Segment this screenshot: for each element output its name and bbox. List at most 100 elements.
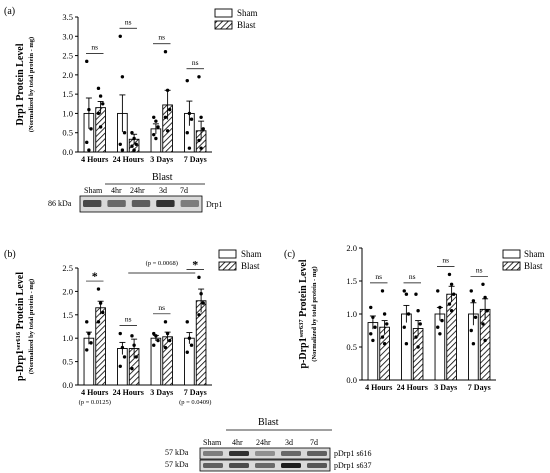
blot-lane-label: 24hr [256,438,271,447]
data-point [96,86,101,91]
data-point [98,125,103,129]
blot-band [180,200,199,207]
y-tick-label: 1.0 [346,309,357,319]
blot-band [83,200,102,207]
chart-panel-a: 0.0 0.5 1.0 1.5 2.0 2.5 3.0 3.5 Drp1 Protein Lev… [15,12,212,164]
data-point [449,309,454,313]
data-point [369,305,373,310]
legend-blast-label: Blast [237,20,256,30]
y-tick-label: 1.0 [62,333,73,343]
bar-blast [162,336,173,386]
blot-lane-label: 3d [159,186,167,195]
y-axis-sublabel: (Normalized by total protein - mg) [311,266,318,361]
significance-label: ns [158,303,165,312]
data-point [163,115,168,119]
legend-panel-c: Sham Blast [502,249,545,271]
data-point [120,345,125,350]
data-point [154,136,158,141]
data-point [154,119,158,123]
legend-sham-swatch [218,249,237,259]
bar-sham [434,313,446,381]
blot-band-label: Drp1 [206,200,222,209]
blot-band [281,463,301,468]
data-point [132,343,136,347]
data-point [187,111,192,116]
data-point [416,309,420,313]
x-tick-label: 4 Hours [81,388,108,397]
data-point [380,335,385,339]
data-point [98,94,103,98]
y-tick-label: 1.5 [62,89,73,99]
y-axis-label: p-Drp1ser616 Protein Level [15,272,27,381]
data-point [152,331,156,336]
data-point [471,342,476,346]
y-axis-label: Drp1 Protein Level [15,43,26,125]
comparison-bracket-label: (p = 0.0068) [146,260,178,267]
data-point [96,111,101,116]
data-point [402,289,406,293]
legend-panel-a: Sham Blast [214,8,258,30]
data-point [440,318,444,323]
data-point [483,295,487,300]
blot-group-label: Blast [152,172,173,183]
data-point [122,355,127,359]
y-tick-label: 0.5 [62,128,73,138]
data-point [404,292,409,296]
data-point [199,115,203,119]
blot-lane-label: Sham [203,438,222,447]
data-point [187,146,192,150]
data-point [449,282,454,286]
blot-group-label: Blast [258,417,279,428]
significance-label: ns [409,272,416,281]
y-tick-label: 2.0 [62,70,73,80]
chart-panel-c: 0.0 0.5 1.0 1.5 2.0 p-Drp1ser637 Protein Leve… [298,243,496,392]
data-point [89,341,93,345]
western-blot-pdrp1: Blast Sham 4hr 24hr 3d 7d 57 kDa 57 kDa … [165,417,372,472]
bar-blast [95,307,106,386]
data-point [130,144,134,148]
data-point [436,289,440,293]
data-point [483,338,487,343]
blot-band [307,451,327,456]
data-point [382,312,387,316]
data-point [185,78,189,83]
y-tick-label: 0.0 [62,147,73,157]
data-point [469,328,473,333]
blot-band [107,200,126,207]
p-value-label: (p = 0.0125) [79,399,111,406]
y-tick-label: 1.5 [62,310,73,320]
blot-band [203,463,223,468]
data-point [130,366,134,371]
data-point [134,355,138,359]
significance-label: ns [442,255,449,264]
data-point [189,117,194,121]
data-point [154,334,158,338]
data-point [404,342,409,346]
data-point [385,322,389,326]
y-axis-label: p-Drp1ser637 Protein Level [298,259,310,368]
significance-label: ns [192,58,199,67]
data-point [132,136,136,141]
data-point [471,299,476,303]
data-point [481,322,485,326]
blot-lane-label: 7d [310,438,318,447]
data-point [85,140,89,145]
panel-label-a: (a) [4,6,15,17]
y-tick-label: 2.5 [62,263,73,273]
significance-label: ns [375,272,382,281]
y-tick-label: 2.5 [62,51,73,61]
significance-label: * [192,257,198,271]
panel-label-b: (b) [4,249,16,260]
blot-kda-label: 86 kDa [48,199,72,208]
data-point [416,345,420,349]
data-point [406,312,411,316]
blot-lane-label: 24hr [130,186,145,195]
data-point [187,336,192,340]
legend-sham-label: Sham [241,249,262,259]
data-point [197,275,201,280]
significance-label: ns [125,315,132,324]
data-point [452,292,456,296]
data-point [85,320,89,324]
data-point [185,350,189,354]
bar-blast [379,326,390,381]
